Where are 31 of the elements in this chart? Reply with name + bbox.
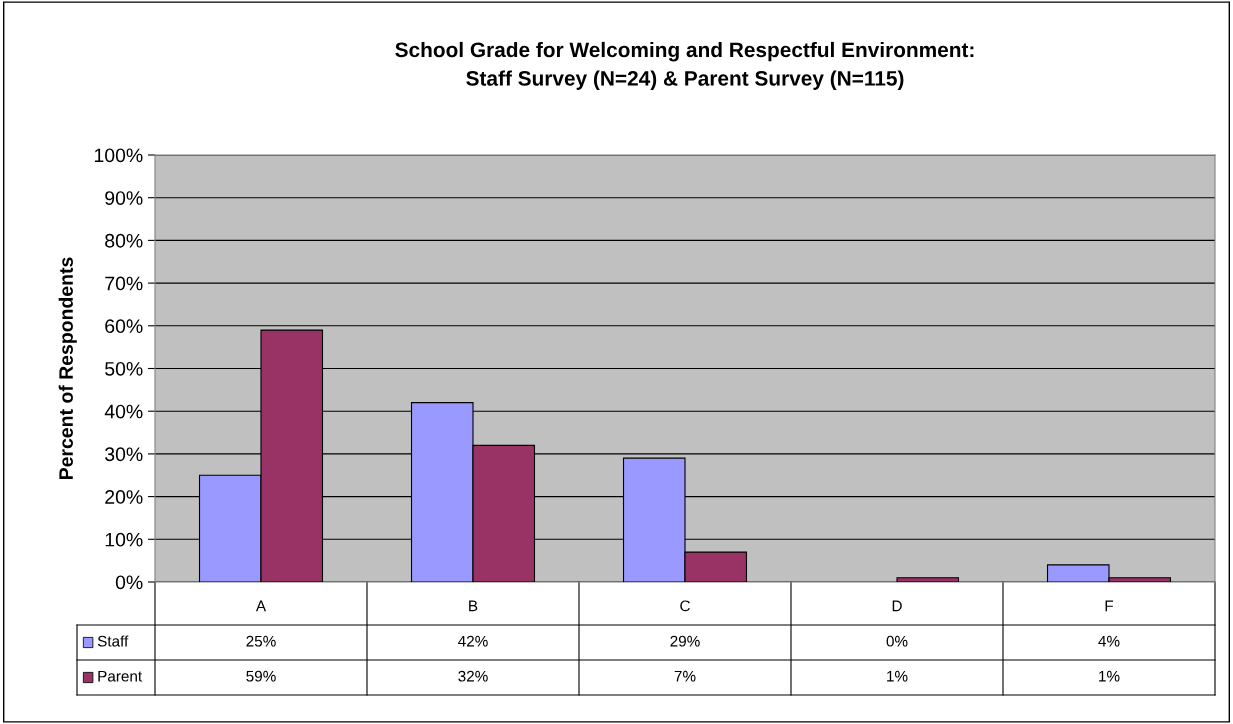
- y-tick-label: 90%: [105, 191, 143, 205]
- chart-title: School Grade for Welcoming and Respectful Environment: Staff Survey (N=24) & Parent Survey (N=115): [395, 41, 974, 90]
- y-tick-label: 50%: [105, 361, 143, 376]
- y-tick-label: 40%: [104, 404, 143, 419]
- data-label: 1%: [1099, 670, 1120, 682]
- data-label: 0%: [886, 635, 908, 647]
- data-label: 4%: [1098, 635, 1120, 647]
- y-tick-label: 10%: [105, 532, 143, 547]
- legend-label: Parent: [98, 670, 143, 682]
- y-axis-title: Percent of Respondents: [58, 257, 77, 480]
- y-tick-label: 100%: [94, 148, 143, 163]
- x-tick-label: F: [1105, 600, 1114, 612]
- y-tick-label: 30%: [105, 447, 143, 462]
- x-tick-label: D: [892, 600, 902, 612]
- x-tick-label: A: [255, 600, 267, 612]
- data-label: 7%: [674, 670, 696, 682]
- data-label: 25%: [246, 635, 276, 647]
- x-tick-label: B: [469, 600, 478, 612]
- y-tick-label: 20%: [105, 490, 143, 504]
- data-label: 1%: [887, 670, 908, 682]
- data-label: 29%: [670, 635, 700, 647]
- data-label: 32%: [458, 670, 488, 682]
- y-tick-label: 80%: [105, 233, 143, 248]
- x-tick-label: C: [680, 600, 690, 612]
- bar: [896, 577, 960, 582]
- data-label: 59%: [246, 670, 276, 682]
- y-tick-label: 70%: [105, 276, 143, 291]
- data-label: 42%: [458, 635, 488, 647]
- y-tick-label: 0%: [115, 575, 143, 590]
- y-tick-label: 60%: [105, 319, 143, 334]
- legend-label: Staff: [97, 635, 129, 647]
